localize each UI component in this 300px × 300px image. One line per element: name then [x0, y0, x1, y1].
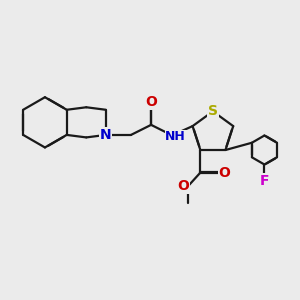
- Text: S: S: [208, 104, 218, 118]
- Text: O: O: [145, 95, 157, 109]
- Text: F: F: [260, 174, 269, 188]
- Text: NH: NH: [165, 130, 186, 143]
- Text: O: O: [177, 179, 189, 194]
- Text: N: N: [100, 128, 112, 142]
- Text: O: O: [218, 166, 230, 180]
